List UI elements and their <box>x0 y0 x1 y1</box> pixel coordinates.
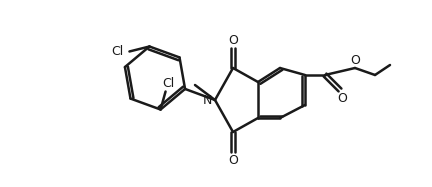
Text: Cl: Cl <box>111 45 124 58</box>
Text: O: O <box>337 91 347 105</box>
Text: O: O <box>350 53 360 67</box>
Text: Cl: Cl <box>162 77 175 90</box>
Text: O: O <box>228 33 238 47</box>
Text: O: O <box>228 154 238 166</box>
Text: N: N <box>202 94 212 107</box>
